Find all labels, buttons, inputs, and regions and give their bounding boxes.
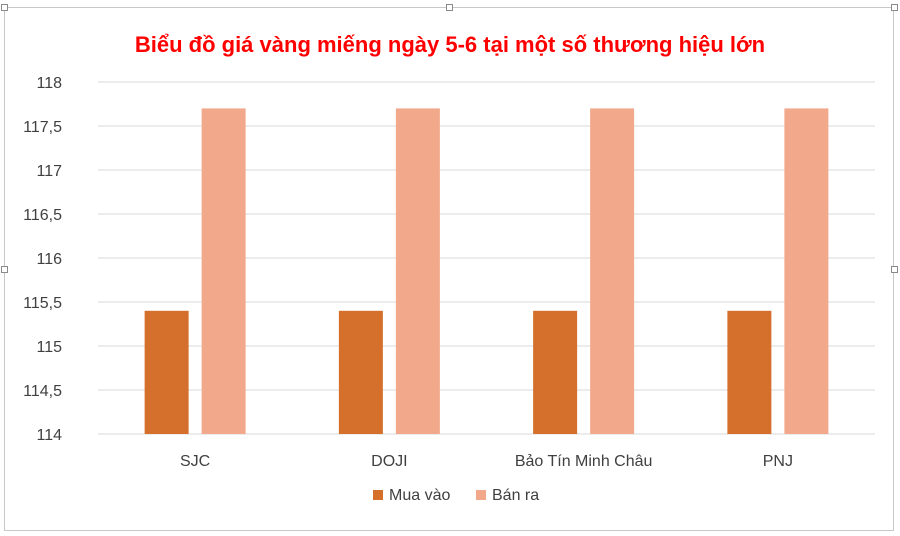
resize-handle-top-right[interactable] — [891, 4, 898, 11]
bar-ban-ra — [784, 108, 829, 435]
resize-handle-middle-left[interactable] — [1, 266, 8, 273]
bar-ban-ra — [395, 108, 440, 435]
legend-swatch — [476, 490, 486, 500]
y-tick-label: 116 — [36, 251, 62, 268]
y-tick-label: 118 — [36, 75, 62, 92]
y-tick-label: 117 — [36, 163, 62, 180]
x-category-label: Bảo Tín Minh Châu — [515, 453, 653, 470]
x-category-label: SJC — [180, 453, 210, 470]
bars — [144, 108, 829, 435]
x-category-label: PNJ — [763, 453, 793, 470]
legend: Mua vào Bán ra — [373, 487, 539, 504]
y-tick-label: 117,5 — [23, 119, 62, 136]
chart-frame[interactable] — [4, 7, 894, 531]
chart-title: Biểu đồ giá vàng miếng ngày 5-6 tại một … — [135, 32, 765, 57]
resize-handle-top-left[interactable] — [1, 4, 8, 11]
bar-ban-ra — [590, 108, 635, 435]
y-tick-label: 114 — [36, 427, 62, 444]
x-category-label: DOJI — [371, 453, 407, 470]
y-tick-label: 115 — [36, 339, 62, 356]
bar-mua-vao — [144, 310, 189, 434]
y-tick-label: 115,5 — [23, 295, 62, 312]
bar-mua-vao — [727, 310, 772, 434]
y-axis-ticks: 114 114,5 115 115,5 116 116,5 117 117,5 118 — [23, 75, 62, 444]
resize-handle-top-center[interactable] — [446, 4, 453, 11]
legend-label: Bán ra — [492, 487, 539, 504]
y-tick-label: 114,5 — [23, 383, 62, 400]
x-axis-categories: SJC DOJI Bảo Tín Minh Châu PNJ — [180, 453, 793, 470]
bar-mua-vao — [533, 310, 578, 434]
bar-ban-ra — [201, 108, 246, 435]
resize-handle-middle-right[interactable] — [891, 266, 898, 273]
legend-label: Mua vào — [389, 487, 450, 504]
y-tick-label: 116,5 — [23, 207, 62, 224]
legend-swatch — [373, 490, 383, 500]
bar-mua-vao — [338, 310, 383, 434]
